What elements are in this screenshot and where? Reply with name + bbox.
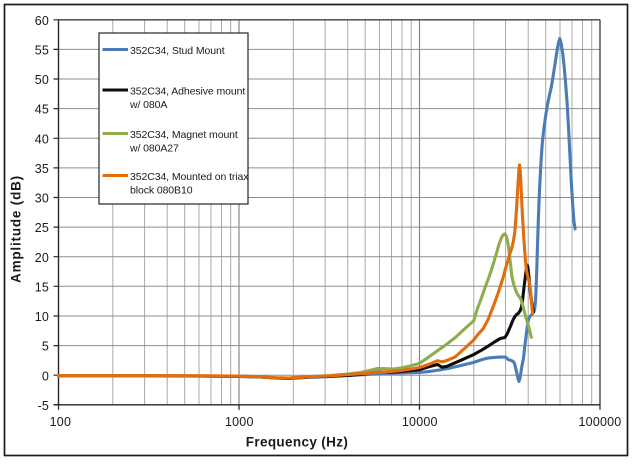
svg-text:-5: -5 — [37, 399, 49, 413]
svg-text:25: 25 — [35, 221, 49, 235]
svg-text:10: 10 — [35, 310, 49, 324]
svg-text:w/ 080A: w/ 080A — [129, 99, 167, 111]
svg-text:5: 5 — [42, 340, 49, 354]
svg-text:100: 100 — [50, 415, 71, 429]
svg-text:15: 15 — [35, 280, 49, 294]
svg-text:Amplitude (dB): Amplitude (dB) — [9, 175, 24, 283]
svg-text:100000: 100000 — [579, 415, 622, 429]
svg-text:35: 35 — [35, 162, 49, 176]
svg-text:Frequency (Hz): Frequency (Hz) — [246, 435, 348, 450]
svg-text:w/ 080A27: w/ 080A27 — [129, 143, 179, 155]
svg-text:55: 55 — [35, 44, 49, 58]
svg-text:block 080B10: block 080B10 — [130, 185, 193, 197]
svg-text:352C34, Mounted on triax: 352C34, Mounted on triax — [130, 171, 249, 183]
svg-text:10000: 10000 — [402, 415, 438, 429]
svg-text:352C34, Magnet mount: 352C34, Magnet mount — [130, 129, 238, 141]
svg-text:30: 30 — [35, 192, 49, 206]
svg-text:352C34, Adhesive mount: 352C34, Adhesive mount — [130, 86, 245, 98]
svg-text:352C34, Stud Mount: 352C34, Stud Mount — [130, 45, 225, 57]
svg-text:60: 60 — [35, 14, 49, 28]
svg-text:40: 40 — [35, 132, 49, 146]
svg-text:20: 20 — [35, 251, 49, 265]
svg-text:45: 45 — [35, 103, 49, 117]
svg-text:0: 0 — [42, 369, 49, 383]
svg-text:1000: 1000 — [225, 415, 254, 429]
svg-text:50: 50 — [35, 73, 49, 87]
